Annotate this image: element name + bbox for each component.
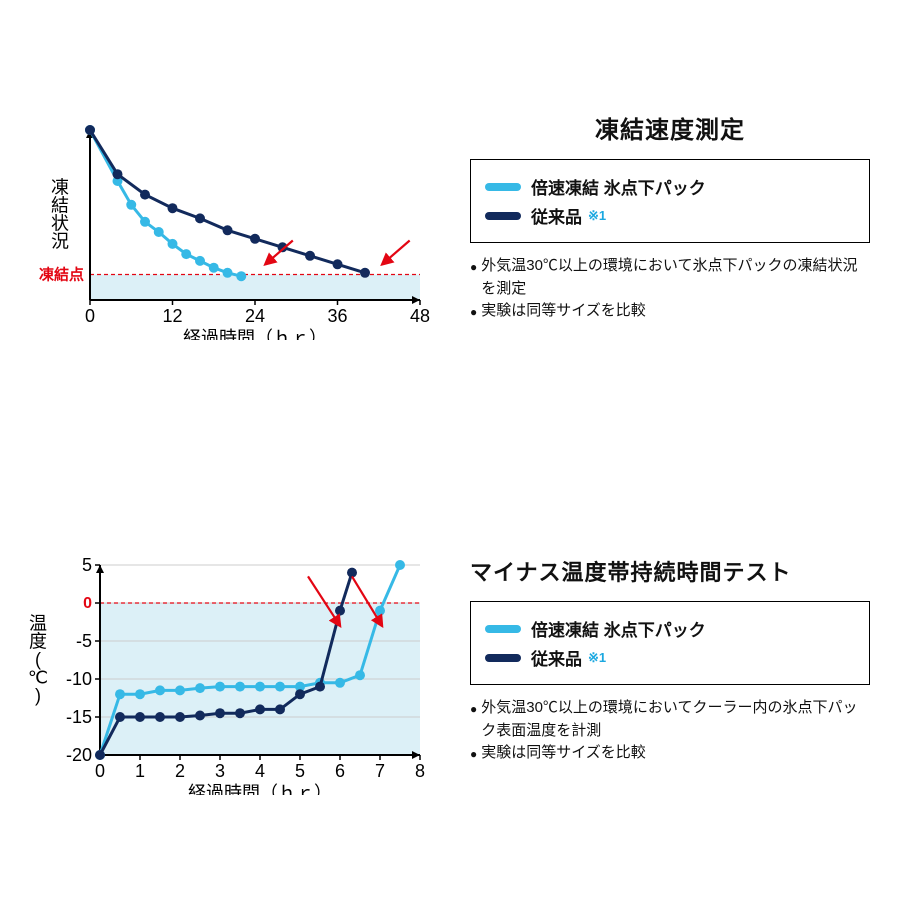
svg-text:48: 48 bbox=[410, 306, 430, 326]
bullet-item: 実験は同等サイズを比較 bbox=[470, 300, 870, 323]
title-2: マイナス温度帯持続時間テスト bbox=[470, 555, 870, 587]
legend-label: 倍速凍結 氷点下パック bbox=[531, 616, 706, 641]
title-1: 凍結速度測定 bbox=[470, 110, 870, 145]
legend-swatch bbox=[485, 654, 521, 662]
svg-text:℃: ℃ bbox=[28, 667, 48, 687]
svg-text:12: 12 bbox=[162, 306, 182, 326]
svg-text:温: 温 bbox=[29, 613, 47, 633]
bullet-item: 外気温30℃以上の環境において氷点下パックの凍結状況を測定 bbox=[470, 255, 870, 300]
svg-text:0: 0 bbox=[83, 595, 92, 612]
legend-box-2: 倍速凍結 氷点下パック従来品 ※1 bbox=[470, 601, 870, 685]
svg-text:度: 度 bbox=[29, 631, 47, 651]
svg-text:4: 4 bbox=[255, 761, 265, 781]
svg-text:-15: -15 bbox=[66, 707, 92, 727]
panel-duration-test: 0 0 1 2 3 4 5 6 7 8 -20 -15 -10 -5 5 経過時間（ｈｒ） 温度(℃) マイナス… bbox=[20, 545, 870, 795]
svg-text:凍結点: 凍結点 bbox=[39, 266, 84, 284]
svg-text:-5: -5 bbox=[76, 631, 92, 651]
sidebar-1: 凍結速度測定 倍速凍結 氷点下パック従来品 ※1 外気温30℃以上の環境において氷… bbox=[470, 110, 870, 340]
bullets-2: 外気温30℃以上の環境においてクーラー内の氷点下パック表面温度を計測実験は同等サ… bbox=[470, 697, 870, 765]
svg-text:結: 結 bbox=[51, 195, 69, 215]
bullet-item: 実験は同等サイズを比較 bbox=[470, 742, 870, 765]
legend-row: 倍速凍結 氷点下パック bbox=[485, 174, 855, 199]
svg-text:状: 状 bbox=[51, 213, 69, 233]
svg-text:0: 0 bbox=[95, 761, 105, 781]
svg-text:36: 36 bbox=[327, 306, 347, 326]
svg-text:0: 0 bbox=[85, 306, 95, 326]
legend-swatch bbox=[485, 212, 521, 220]
legend-label: 倍速凍結 氷点下パック bbox=[531, 174, 706, 199]
legend-row: 従来品 ※1 bbox=[485, 203, 855, 228]
chart-svg-2: 0 0 1 2 3 4 5 6 7 8 -20 -15 -10 -5 5 経過時間（ｈｒ） 温度(℃) bbox=[20, 545, 440, 795]
svg-text:1: 1 bbox=[135, 761, 145, 781]
svg-text:-10: -10 bbox=[66, 669, 92, 689]
chart-duration-test: 0 0 1 2 3 4 5 6 7 8 -20 -15 -10 -5 5 経過時間（ｈｒ） 温度(℃) bbox=[20, 545, 440, 795]
svg-text:5: 5 bbox=[82, 555, 92, 575]
svg-text:況: 況 bbox=[51, 231, 69, 251]
svg-text:6: 6 bbox=[335, 761, 345, 781]
sidebar-2: マイナス温度帯持続時間テスト 倍速凍結 氷点下パック従来品 ※1 外気温30℃以上… bbox=[470, 555, 870, 795]
bullets-1: 外気温30℃以上の環境において氷点下パックの凍結状況を測定実験は同等サイズを比較 bbox=[470, 255, 870, 323]
svg-text:凍: 凍 bbox=[51, 177, 69, 197]
legend-swatch bbox=[485, 183, 521, 191]
chart-svg-1: 凍結点 0 12 24 36 48 経過時間（ｈｒ） 凍結状況 bbox=[20, 110, 440, 340]
legend-row: 倍速凍結 氷点下パック bbox=[485, 616, 855, 641]
legend-box-1: 倍速凍結 氷点下パック従来品 ※1 bbox=[470, 159, 870, 243]
svg-text:-20: -20 bbox=[66, 745, 92, 765]
svg-text:2: 2 bbox=[175, 761, 185, 781]
svg-text:経過時間（ｈｒ）: 経過時間（ｈｒ） bbox=[183, 328, 327, 340]
svg-text:5: 5 bbox=[295, 761, 305, 781]
svg-text:8: 8 bbox=[415, 761, 425, 781]
svg-text:(: ( bbox=[35, 649, 41, 669]
svg-text:24: 24 bbox=[245, 306, 265, 326]
legend-ref: ※1 bbox=[588, 650, 606, 666]
legend-label: 従来品 bbox=[531, 645, 582, 670]
legend-label: 従来品 bbox=[531, 203, 582, 228]
panel-freeze-speed: 凍結点 0 12 24 36 48 経過時間（ｈｒ） 凍結状況 凍結速度測定 倍速凍結 氷点下… bbox=[20, 110, 870, 340]
chart-freeze-speed: 凍結点 0 12 24 36 48 経過時間（ｈｒ） 凍結状況 bbox=[20, 110, 440, 340]
legend-row: 従来品 ※1 bbox=[485, 645, 855, 670]
legend-ref: ※1 bbox=[588, 208, 606, 224]
svg-text:3: 3 bbox=[215, 761, 225, 781]
svg-text:): ) bbox=[35, 685, 41, 705]
svg-text:7: 7 bbox=[375, 761, 385, 781]
legend-swatch bbox=[485, 625, 521, 633]
bullet-item: 外気温30℃以上の環境においてクーラー内の氷点下パック表面温度を計測 bbox=[470, 697, 870, 742]
svg-text:経過時間（ｈｒ）: 経過時間（ｈｒ） bbox=[188, 783, 332, 795]
